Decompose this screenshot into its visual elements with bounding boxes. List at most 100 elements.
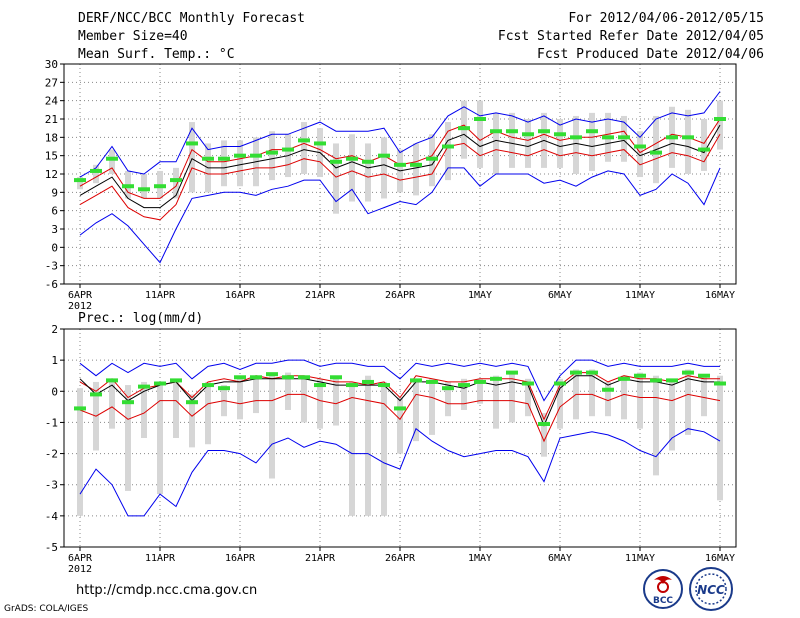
prec-line-max [79, 427, 721, 517]
prec-spread-bar [269, 372, 275, 479]
ncc-logo-text: NCC [697, 583, 725, 597]
temp-ytick-label: 18 [45, 131, 58, 144]
prec-spread-bar [429, 378, 435, 435]
prec-spread-bar [205, 381, 211, 445]
temp-xtick-label: 16APR [225, 290, 256, 301]
prec-spread-bar [717, 375, 723, 501]
prec-observed-mark [682, 370, 694, 375]
prec-observed-mark [186, 400, 198, 405]
fcst-produced-date: Fcst Produced Date 2012/04/06 [537, 47, 764, 62]
prec-observed-mark [362, 379, 374, 384]
prec-observed-mark [426, 379, 438, 384]
prec-ytick-label: -4 [45, 510, 59, 523]
temp-spread-bar [189, 122, 195, 193]
temp-observed-mark [218, 156, 230, 161]
prec-spread-bar [285, 372, 291, 410]
temp-observed-mark [554, 132, 566, 137]
temp-observed-mark [490, 129, 502, 134]
prec-observed-mark [106, 378, 118, 383]
member-size: Member Size=40 [78, 29, 188, 44]
prec-spread-bar [509, 372, 515, 423]
prec-observed-mark [554, 381, 566, 386]
temp-spread-bar [333, 143, 339, 214]
prec-spread-bar [173, 378, 179, 438]
prec-spread-bar [125, 385, 131, 491]
prec-observed-mark [346, 383, 358, 388]
temp-observed-mark [378, 153, 390, 158]
temp-spread-bar [637, 131, 643, 178]
prec-spread-bar [525, 378, 531, 417]
prec-line-upper [79, 359, 720, 402]
prec-observed-mark [474, 379, 486, 384]
prec-observed-mark [650, 378, 662, 383]
prec-observed-mark [170, 378, 182, 383]
prec-observed-mark [154, 381, 166, 386]
prec-observed-mark [90, 392, 102, 397]
temp-observed-mark [682, 135, 694, 140]
temp-spread-bar [557, 119, 563, 168]
prec-observed-mark [666, 378, 678, 383]
grads-credit: GrADS: COLA/IGES [4, 604, 89, 614]
temp-spread-bar [221, 140, 227, 187]
prec-observed-mark [234, 375, 246, 380]
bcc-logo: BCC [642, 568, 684, 610]
prec-observed-mark [298, 375, 310, 380]
temp-observed-mark [442, 144, 454, 149]
prec-observed-mark [698, 373, 710, 378]
temp-xtick-label: 21APR [305, 290, 336, 301]
prec-observed-mark [570, 370, 582, 375]
ncc-logo: NCC [688, 566, 734, 612]
temp-observed-mark [74, 178, 86, 183]
temp-observed-mark [138, 187, 150, 192]
prec-xtick-label: 26APR [385, 553, 416, 564]
temp-ytick-label: 30 [45, 58, 58, 71]
prec-spread-bar [541, 413, 547, 457]
temp-ytick-label: 21 [45, 113, 58, 126]
temp-observed-mark [330, 159, 342, 164]
prec-spread-bar [157, 381, 163, 495]
prec-ytick-label: -2 [45, 448, 58, 461]
temp-xtick-label: 11MAY [625, 290, 655, 301]
temp-spread-bar [573, 115, 579, 174]
temp-observed-mark [122, 184, 134, 189]
prec-spread-bar [461, 378, 467, 410]
prec-ytick-label: -3 [45, 479, 58, 492]
temp-year-label: 2012 [68, 301, 92, 312]
temp-observed-mark [586, 129, 598, 134]
temp-spread-bar [173, 167, 179, 199]
temp-spread-bar [77, 177, 83, 190]
temp-spread-bar [477, 100, 483, 168]
prec-observed-mark [74, 406, 86, 411]
temp-observed-mark [170, 178, 182, 183]
prec-year-label: 2012 [68, 564, 92, 575]
prec-spread-bar [349, 381, 355, 516]
temp-spread-bar [301, 122, 307, 174]
prec-observed-mark [714, 381, 726, 386]
temp-spread-bar [237, 140, 243, 187]
prec-xtick-label: 21APR [305, 553, 336, 564]
prec-observed-mark [602, 387, 614, 392]
prec-line-inner_upper [79, 372, 720, 421]
prec-spread-bar [141, 381, 147, 438]
temp-observed-mark [234, 153, 246, 158]
temp-spread-bar [685, 109, 691, 174]
temp-xtick-label: 1MAY [468, 290, 492, 301]
prec-spread-bar [413, 378, 419, 442]
prec-spread-bar [301, 375, 307, 423]
prec-observed-mark [506, 370, 518, 375]
prec-spread-bar [637, 372, 643, 429]
prec-ytick-label: 1 [51, 354, 58, 367]
temp-observed-mark [298, 138, 310, 143]
temp-observed-mark [538, 129, 550, 134]
temp-observed-mark [282, 147, 294, 152]
prec-spread-bar [685, 369, 691, 435]
prec-spread-bar [189, 394, 195, 448]
prec-spread-bar [397, 397, 403, 454]
temp-observed-mark [106, 156, 118, 161]
temp-observed-mark [154, 184, 166, 189]
prec-observed-mark [314, 383, 326, 388]
prec-observed-mark [378, 383, 390, 388]
footer-url[interactable]: http://cmdp.ncc.cma.gov.cn [76, 583, 258, 598]
temp-spread-bar [413, 143, 419, 196]
temp-line-max [79, 167, 721, 264]
